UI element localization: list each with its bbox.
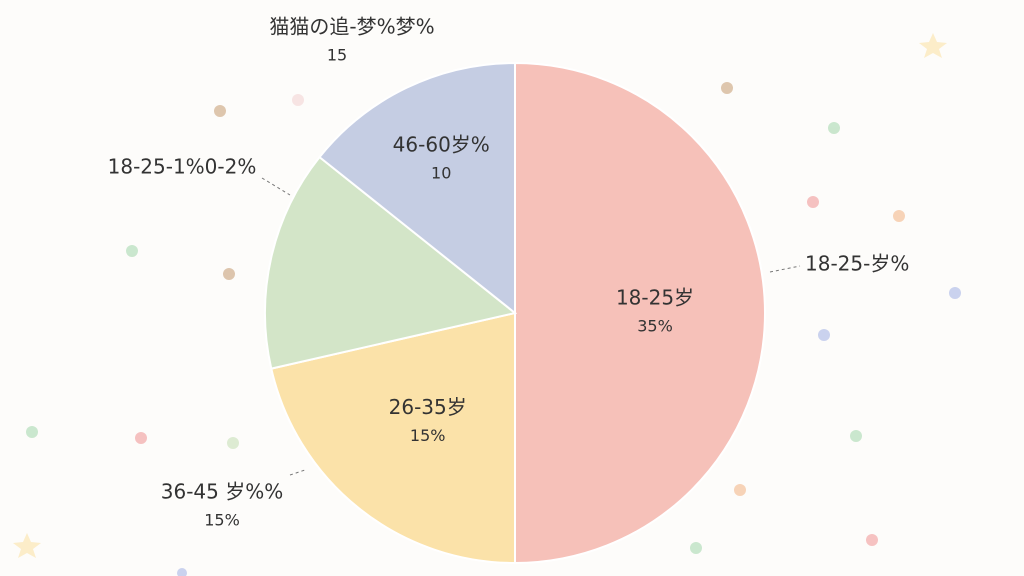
pie-slice [264, 155, 518, 370]
leader-line [289, 469, 306, 476]
annotation: 18-25-岁% [805, 252, 909, 276]
pie-slice [270, 311, 516, 565]
annotation-sub: 15 [327, 46, 347, 65]
annotation: 猫猫の追-梦%梦% [269, 15, 434, 39]
leader-line [261, 177, 291, 196]
leader-line [769, 265, 801, 273]
decoration [13, 33, 961, 576]
pie-slice [318, 61, 516, 316]
slice-label: 18-25岁 [616, 286, 694, 310]
slice-value: 35% [637, 317, 673, 336]
annotation: 36-45 岁%% [161, 480, 283, 504]
slice-value: 10 [431, 163, 451, 182]
annotation-sub: 15% [204, 511, 240, 530]
slice-label: 46-60岁% [393, 132, 490, 156]
slice-label: 26-35岁 [389, 395, 467, 419]
pie-slice [514, 61, 766, 565]
slice-value: 15% [410, 426, 446, 445]
annotation: 18-25-1%0-2% [108, 155, 257, 179]
